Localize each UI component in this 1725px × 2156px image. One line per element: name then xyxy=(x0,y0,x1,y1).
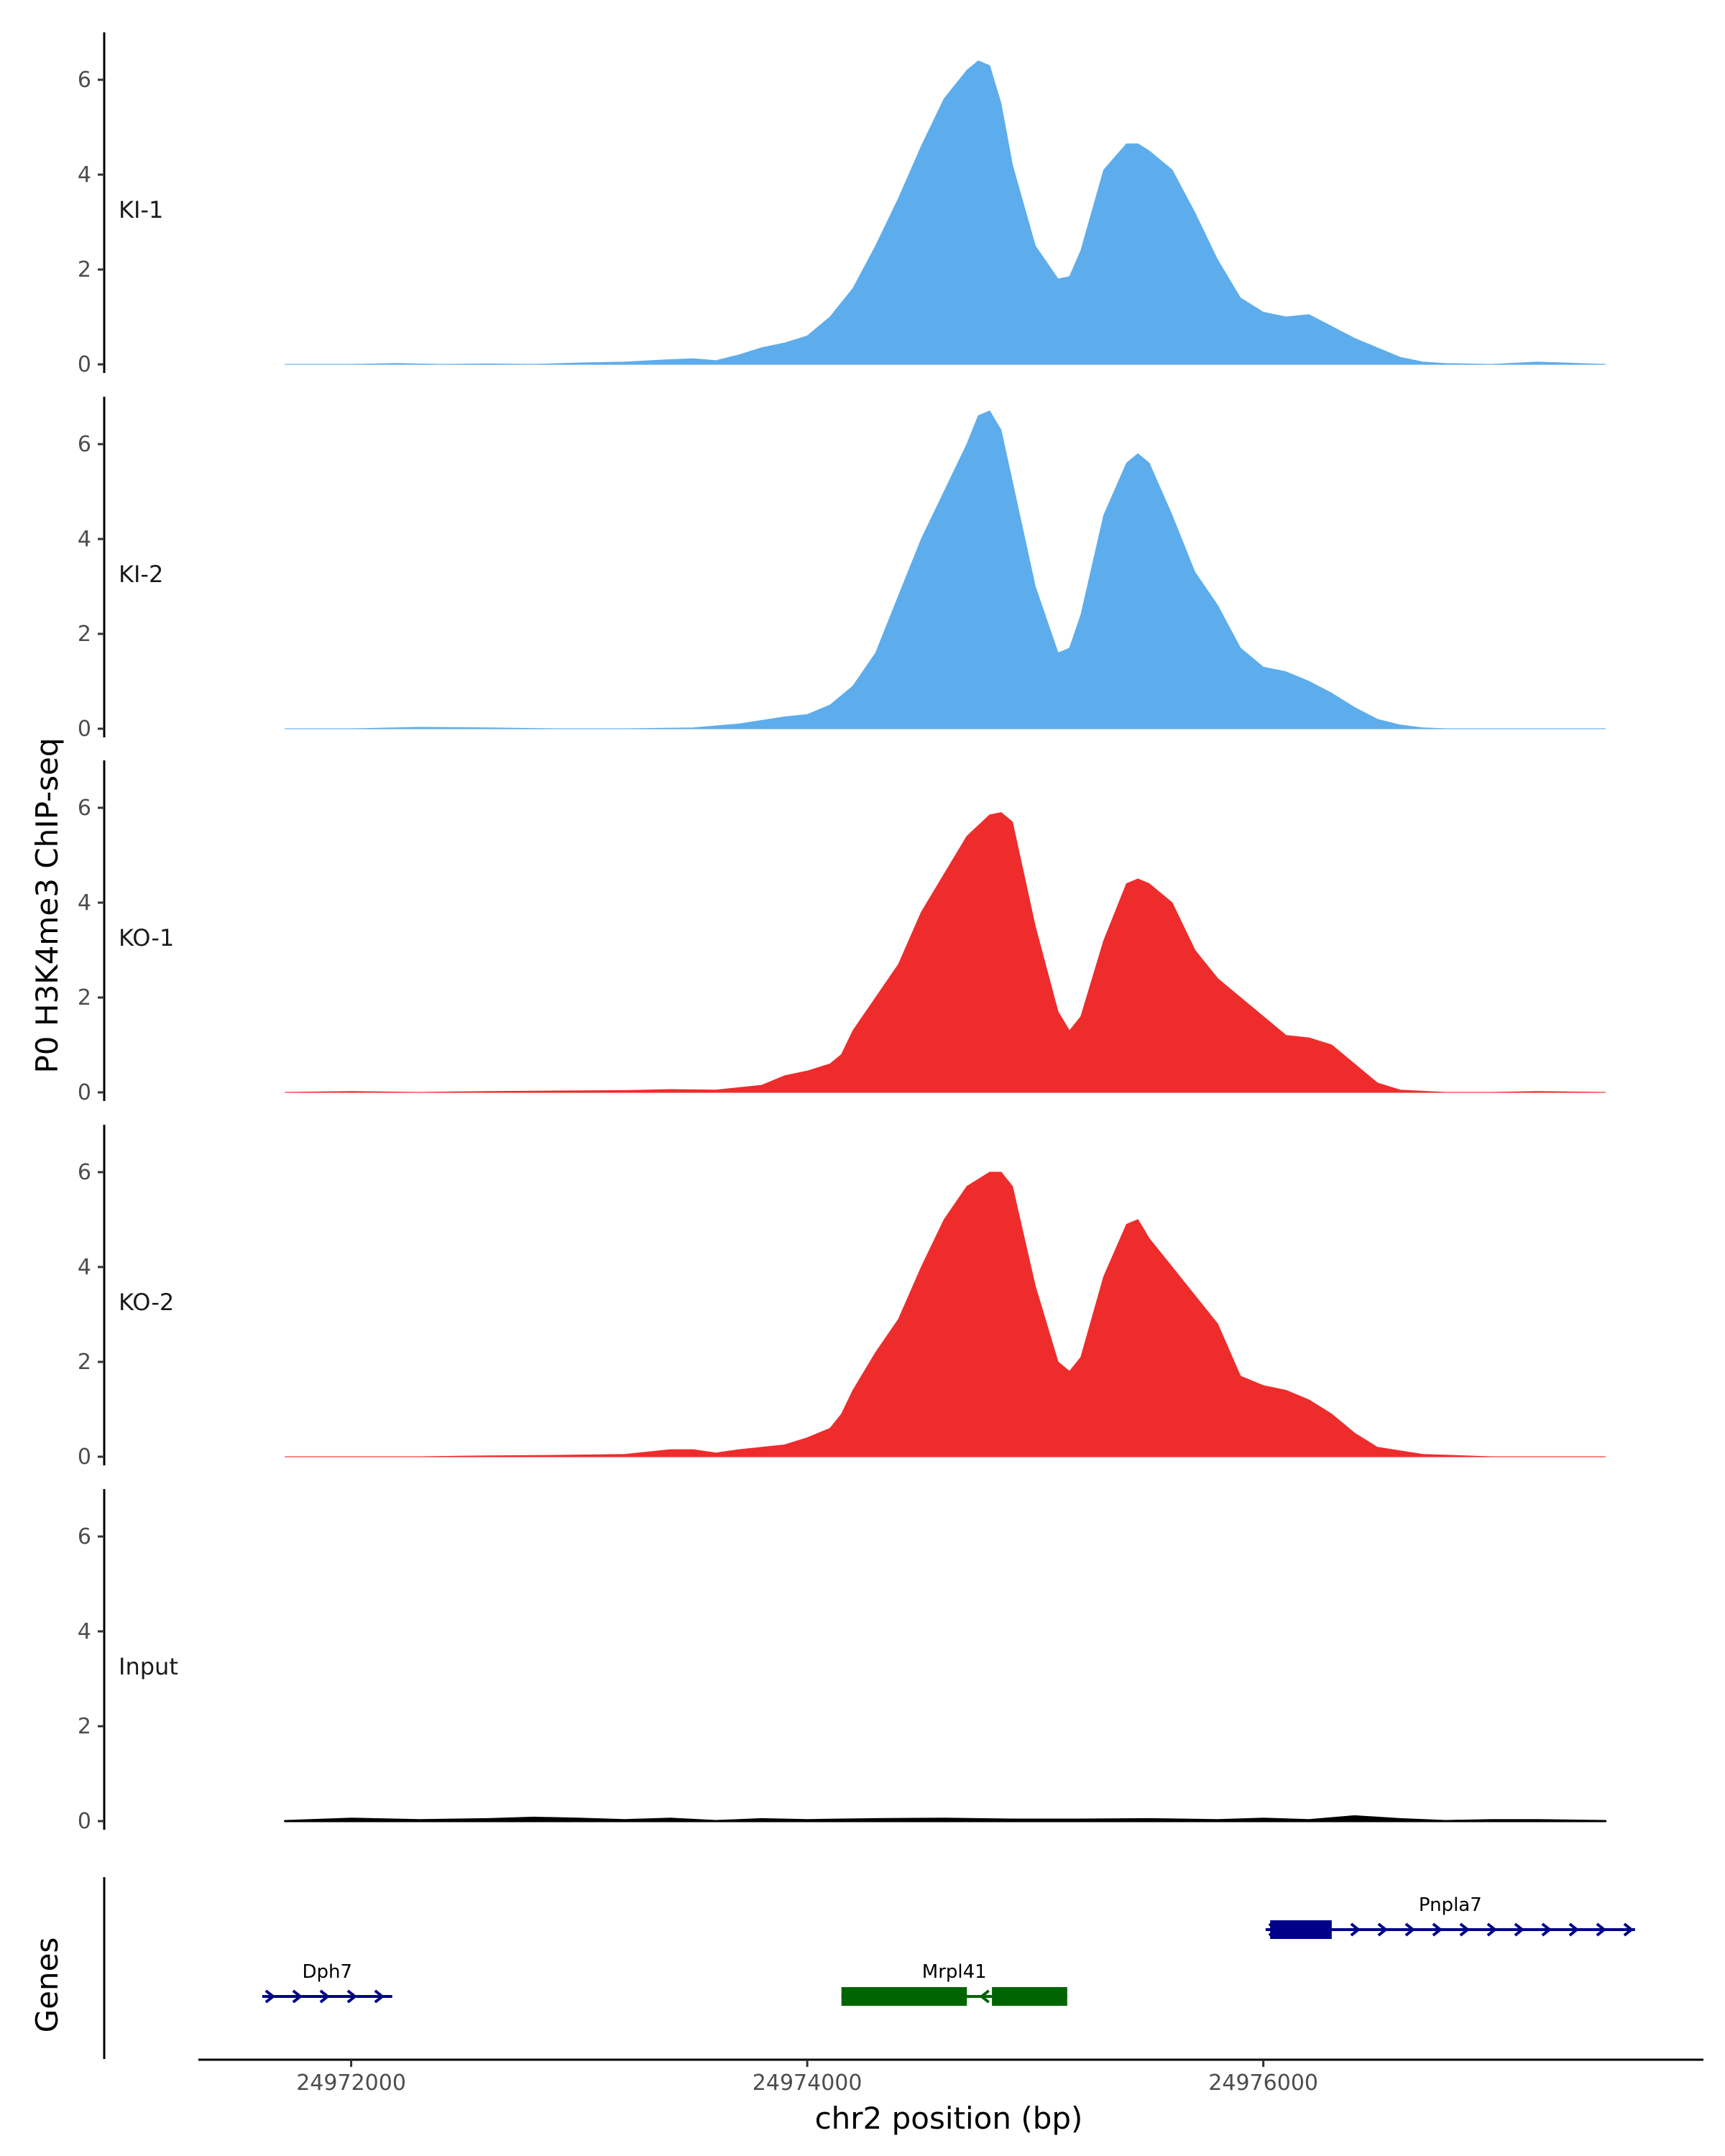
signal-area xyxy=(285,410,1606,729)
y-tick-label: 2 xyxy=(78,1350,91,1375)
strand-arrow-icon xyxy=(1568,1922,1580,1937)
strand-arrow-icon xyxy=(1432,1922,1443,1937)
signal-tracks: 0 2 4 6 KI-1 0 2 4 6 KI-2 0 2 4 6 KO-1 0 2 4 6 KO-2 0 2 4 6 Inpu… xyxy=(78,32,1607,1834)
y-tick-label: 4 xyxy=(78,890,91,916)
strand-arrow-icon xyxy=(1623,1922,1634,1937)
gene-dph7: Dph7 xyxy=(262,1961,392,2004)
track-ki-1: 0 2 4 6 KI-1 xyxy=(78,32,1606,377)
track-label: Input xyxy=(119,1653,178,1680)
signal-area xyxy=(285,60,1606,365)
gene-exon xyxy=(992,1987,1067,2006)
genes-axis-title: Genes xyxy=(29,1938,65,2033)
gene-label: Dph7 xyxy=(302,1961,352,1983)
strand-arrow-icon xyxy=(1541,1922,1552,1937)
y-tick-label: 2 xyxy=(78,257,91,282)
strand-arrow-icon xyxy=(1514,1922,1525,1937)
y-tick-label: 6 xyxy=(78,1524,91,1549)
y-tick-label: 2 xyxy=(78,622,91,647)
y-tick-label: 0 xyxy=(78,1445,91,1470)
strand-arrow-icon xyxy=(1404,1922,1416,1937)
gene-mrpl41: Mrpl41 xyxy=(841,1961,1067,2006)
y-tick-label: 4 xyxy=(78,1255,91,1280)
strand-arrow-icon xyxy=(264,1989,276,2004)
x-tick-label: 24972000 xyxy=(296,2070,406,2096)
y-axis-title: P0 H3K4me3 ChIP-seq xyxy=(29,737,65,1073)
x-axis-title: chr2 position (bp) xyxy=(815,2101,1083,2136)
x-tick-label: 24974000 xyxy=(753,2070,862,2096)
gene-track: Dph7 Mrpl41 Pnpla7 xyxy=(103,1877,1635,2059)
y-tick-label: 0 xyxy=(78,352,91,377)
y-tick-label: 6 xyxy=(78,1160,91,1185)
y-tick-label: 4 xyxy=(78,162,91,188)
y-tick-label: 4 xyxy=(78,1619,91,1644)
y-tick-label: 0 xyxy=(78,717,91,742)
strand-arrow-icon xyxy=(979,1989,990,2004)
strand-arrow-icon xyxy=(374,1989,385,2004)
gene-label: Mrpl41 xyxy=(922,1961,987,1983)
y-tick-label: 2 xyxy=(78,1714,91,1739)
x-tick-label: 24976000 xyxy=(1208,2070,1318,2096)
strand-arrow-icon xyxy=(1596,1922,1607,1937)
y-tick-label: 0 xyxy=(78,1080,91,1105)
gene-label: Pnpla7 xyxy=(1419,1894,1482,1916)
gene-exon xyxy=(841,1987,967,2006)
y-tick-label: 6 xyxy=(78,68,91,93)
signal-area xyxy=(284,1815,1607,1823)
gene-exon xyxy=(1270,1920,1332,1939)
strand-arrow-icon xyxy=(319,1989,331,2004)
strand-arrow-icon xyxy=(292,1989,303,2004)
gene-pnpla7: Pnpla7 xyxy=(1265,1894,1635,1939)
track-ki-2: 0 2 4 6 KI-2 xyxy=(78,397,1606,742)
track-label: KI-1 xyxy=(119,196,163,224)
signal-area xyxy=(285,812,1606,1093)
strand-arrow-icon xyxy=(1459,1922,1471,1937)
y-tick-label: 6 xyxy=(78,432,91,457)
track-label: KO-1 xyxy=(119,924,174,952)
strand-arrow-icon xyxy=(1377,1922,1389,1937)
y-tick-label: 4 xyxy=(78,527,91,552)
track-label: KI-2 xyxy=(119,561,163,588)
track-input: 0 2 4 6 Input xyxy=(78,1489,1607,1834)
strand-arrow-icon xyxy=(1486,1922,1498,1937)
track-ko-2: 0 2 4 6 KO-2 xyxy=(78,1125,1606,1470)
signal-area xyxy=(285,1171,1606,1457)
strand-arrow-icon xyxy=(346,1989,358,2004)
track-ko-1: 0 2 4 6 KO-1 xyxy=(78,760,1606,1105)
y-tick-label: 6 xyxy=(78,796,91,821)
track-label: KO-2 xyxy=(119,1289,174,1316)
x-axis: 24972000 24974000 24976000 xyxy=(198,2058,1703,2096)
strand-arrow-icon xyxy=(1350,1922,1361,1937)
y-tick-label: 0 xyxy=(78,1809,91,1834)
y-tick-label: 2 xyxy=(78,985,91,1010)
